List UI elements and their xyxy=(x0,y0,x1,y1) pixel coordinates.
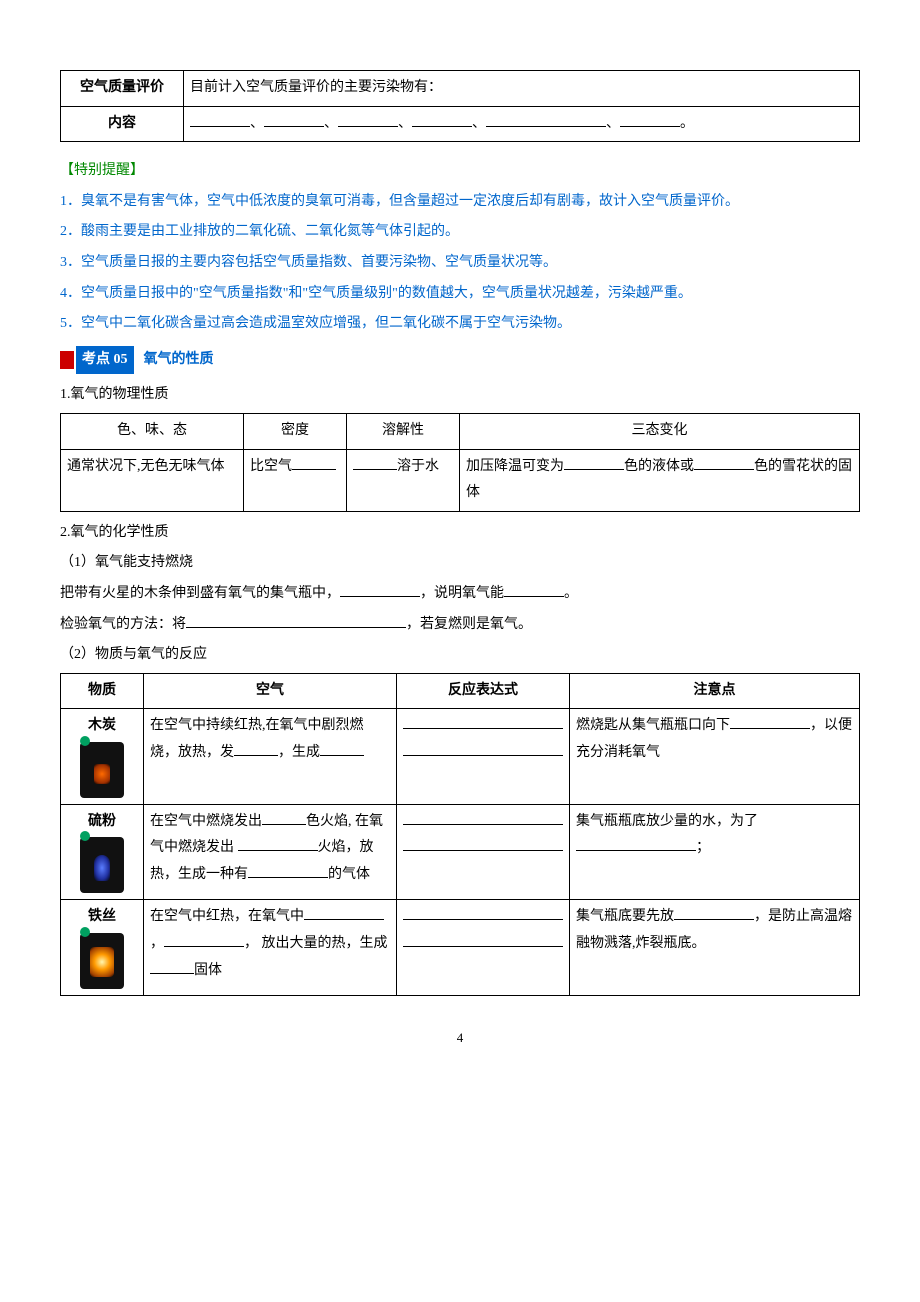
rt-name-1: 木炭 xyxy=(61,709,144,805)
reminder-item-2: 2．酸雨主要是由工业排放的二氧化硫、二氧化氮等气体引起的。 xyxy=(60,219,860,246)
kaodian-heading: 考点 05 氧气的性质 xyxy=(60,346,860,375)
reminder-item-1: 1．臭氧不是有害气体，空气中低浓度的臭氧可消毒，但含量超过一定浓度后却有剧毒，故… xyxy=(60,189,860,216)
kaodian-label: 考点 05 xyxy=(76,346,134,375)
section2-sub2: （2）物质与氧气的反应 xyxy=(60,642,860,669)
section2-heading: 2.氧气的化学性质 xyxy=(60,520,860,547)
pp-c3: 溶于水 xyxy=(347,449,460,511)
reminder-item-3: 3．空气质量日报的主要内容包括空气质量指数、首要污染物、空气质量状况等。 xyxy=(60,250,860,277)
table-row-charcoal: 木炭 在空气中持续红热,在氧气中剧烈燃烧，放热，发，生成 燃烧匙从集气瓶瓶口向下… xyxy=(61,709,860,805)
air-quality-table: 空气质量评价 目前计入空气质量评价的主要污染物有： 内容 、、、、、。 xyxy=(60,70,860,142)
pp-h1: 色、味、态 xyxy=(61,413,244,449)
reminder-item-4: 4．空气质量日报中的"空气质量指数"和"空气质量级别"的数值越大，空气质量状况越… xyxy=(60,281,860,308)
kaodian-title: 氧气的性质 xyxy=(144,347,214,374)
rt-name-2-label: 硫粉 xyxy=(67,809,137,836)
rt-h4: 注意点 xyxy=(570,673,860,709)
reaction-table: 物质 空气 反应表达式 注意点 木炭 在空气中持续红热,在氧气中剧烈燃烧，放热，… xyxy=(60,673,860,996)
rt-expr-2 xyxy=(397,804,570,900)
section1-heading: 1.氧气的物理性质 xyxy=(60,382,860,409)
pp-h3: 溶解性 xyxy=(347,413,460,449)
rt-h1: 物质 xyxy=(61,673,144,709)
pp-h4: 三态变化 xyxy=(460,413,860,449)
rt-h2: 空气 xyxy=(144,673,397,709)
rt-name-3-label: 铁丝 xyxy=(67,904,137,931)
section2-sub1: （1）氧气能支持燃烧 xyxy=(60,550,860,577)
sulfur-experiment-icon xyxy=(80,837,124,893)
rt-air-3: 在空气中红热，在氧气中，， 放出大量的热，生成固体 xyxy=(144,900,397,996)
page-number: 4 xyxy=(60,1026,860,1051)
pp-c4: 加压降温可变为色的液体或色的雪花状的固体 xyxy=(460,449,860,511)
rt-expr-1 xyxy=(397,709,570,805)
red-block-icon xyxy=(60,351,74,369)
section2-line1: 把带有火星的木条伸到盛有氧气的集气瓶中，，说明氧气能。 xyxy=(60,581,860,608)
aq-col1-l1: 空气质量评价 xyxy=(61,71,184,107)
aq-col2-l2: 、、、、、。 xyxy=(184,106,860,142)
rt-air-1: 在空气中持续红热,在氧气中剧烈燃烧，放热，发，生成 xyxy=(144,709,397,805)
rt-note-3: 集气瓶底要先放，是防止高温熔融物溅落,炸裂瓶底。 xyxy=(570,900,860,996)
rt-name-2: 硫粉 xyxy=(61,804,144,900)
rt-expr-3 xyxy=(397,900,570,996)
rt-note-1: 燃烧匙从集气瓶瓶口向下，以便充分消耗氧气 xyxy=(570,709,860,805)
rt-h3: 反应表达式 xyxy=(397,673,570,709)
rt-name-1-label: 木炭 xyxy=(67,713,137,740)
aq-col2-l1: 目前计入空气质量评价的主要污染物有： xyxy=(184,71,860,107)
section2-line2: 检验氧气的方法：将，若复燃则是氧气。 xyxy=(60,612,860,639)
rt-note-2: 集气瓶瓶底放少量的水，为了； xyxy=(570,804,860,900)
pp-h2: 密度 xyxy=(244,413,347,449)
charcoal-experiment-icon xyxy=(80,742,124,798)
reminder-title: 【特别提醒】 xyxy=(60,158,860,185)
pp-c1: 通常状况下,无色无味气体 xyxy=(61,449,244,511)
rt-air-2: 在空气中燃烧发出色火焰, 在氧气中燃烧发出 火焰，放热，生成一种有的气体 xyxy=(144,804,397,900)
rt-name-3: 铁丝 xyxy=(61,900,144,996)
iron-experiment-icon xyxy=(80,933,124,989)
reminder-item-5: 5．空气中二氧化碳含量过高会造成温室效应增强，但二氧化碳不属于空气污染物。 xyxy=(60,311,860,338)
table-row-sulfur: 硫粉 在空气中燃烧发出色火焰, 在氧气中燃烧发出 火焰，放热，生成一种有的气体 … xyxy=(61,804,860,900)
aq-col1-l2: 内容 xyxy=(61,106,184,142)
table-row-iron: 铁丝 在空气中红热，在氧气中，， 放出大量的热，生成固体 集气瓶底要先放，是防止… xyxy=(61,900,860,996)
physical-props-table: 色、味、态 密度 溶解性 三态变化 通常状况下,无色无味气体 比空气 溶于水 加… xyxy=(60,413,860,512)
pp-c2: 比空气 xyxy=(244,449,347,511)
